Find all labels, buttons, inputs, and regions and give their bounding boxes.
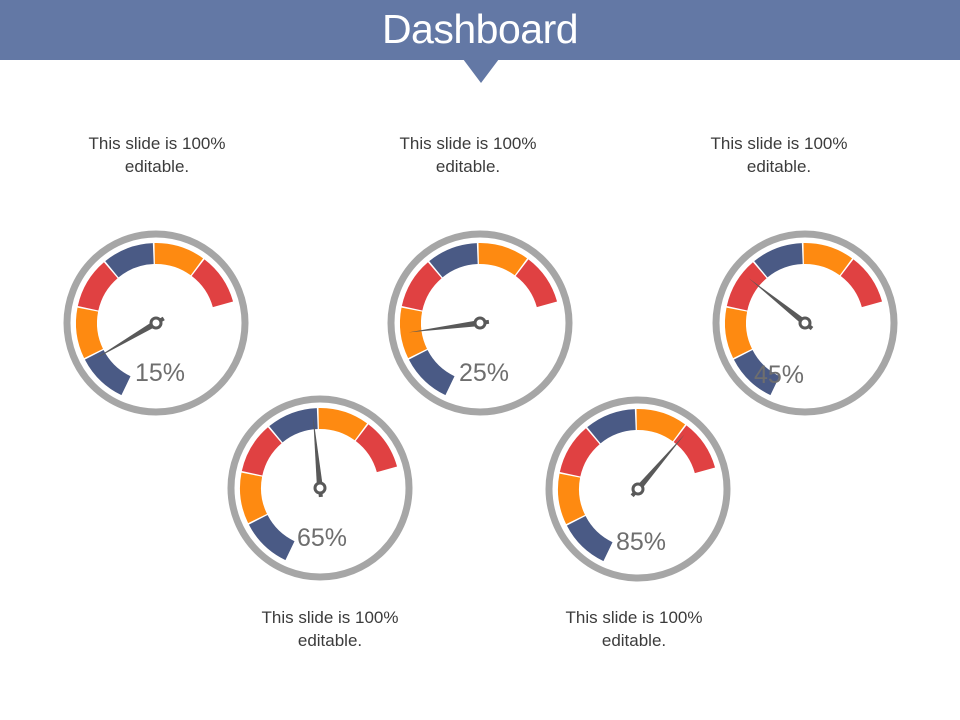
gauge: 15% (61, 228, 251, 418)
gauge-segment (478, 243, 528, 276)
gauge-segment (84, 350, 131, 396)
gauge-segment (355, 424, 398, 473)
gauge-caption: This slide is 100% editable. (399, 134, 537, 176)
gauge: 45% (710, 228, 900, 418)
gauge-needle (93, 320, 158, 360)
gauge: 65% (225, 393, 415, 583)
gauge-needle-hub (631, 482, 645, 496)
gauge-needle-hub (149, 316, 163, 330)
header-pointer (463, 59, 499, 83)
gauge: 25% (385, 228, 575, 418)
page-title: Dashboard (381, 6, 579, 52)
gauge-segment (803, 243, 853, 276)
gauge-segment (733, 350, 780, 396)
gauge-value-label: 45% (753, 361, 805, 389)
gauge-segment (559, 428, 600, 477)
gauge-dial (712, 230, 898, 416)
gauge-value-label: 65% (296, 524, 348, 552)
gauge-segment (77, 262, 118, 311)
gauge-dial (63, 230, 249, 416)
gauge-segment (248, 515, 295, 561)
gauge-value-label: 15% (134, 359, 186, 387)
gauge-segment (408, 350, 455, 396)
gauge-segment (400, 307, 428, 359)
gauge-needle-hub (798, 316, 812, 330)
gauge-segment (240, 472, 268, 524)
gauge-needle (748, 278, 807, 326)
gauge-value-label: 85% (615, 528, 667, 556)
gauge-needle (313, 416, 323, 489)
gauge-value-label: 25% (458, 359, 510, 387)
gauge-segment (840, 259, 883, 308)
gauge-caption: This slide is 100% editable. (88, 134, 226, 176)
gauge-segment (429, 243, 478, 278)
gauge-needle (635, 434, 685, 491)
gauge-segment (726, 262, 767, 311)
header-banner (0, 0, 960, 60)
gauge-caption: This slide is 100% editable. (710, 134, 848, 176)
gauge-segment (76, 307, 104, 359)
gauge-segment (558, 473, 586, 525)
gauge-segment (515, 259, 558, 308)
gauge: 85% (543, 394, 733, 584)
gauge-segment (154, 243, 204, 276)
gauge-segment (725, 307, 753, 359)
gauge-needle-hub (473, 316, 487, 330)
gauge-caption: This slide is 100% editable. (261, 608, 399, 650)
gauge-segment (105, 243, 154, 278)
gauge-dial (387, 230, 573, 416)
gauge-segment (318, 408, 368, 441)
gauge-dial (227, 395, 413, 581)
gauge-segment (754, 243, 803, 278)
gauge-segment (241, 427, 282, 476)
gauge-segment (673, 425, 716, 474)
gauge-dial (545, 396, 731, 582)
gauge-caption: This slide is 100% editable. (565, 608, 703, 650)
gauge-segment (587, 409, 636, 444)
gauge-segment (636, 409, 686, 442)
gauge-segment (401, 262, 442, 311)
gauge-segment (191, 259, 234, 308)
gauge-needle (408, 320, 481, 333)
gauge-needle-hub (313, 481, 327, 495)
gauge-segment (566, 516, 613, 562)
gauge-segment (269, 408, 318, 443)
